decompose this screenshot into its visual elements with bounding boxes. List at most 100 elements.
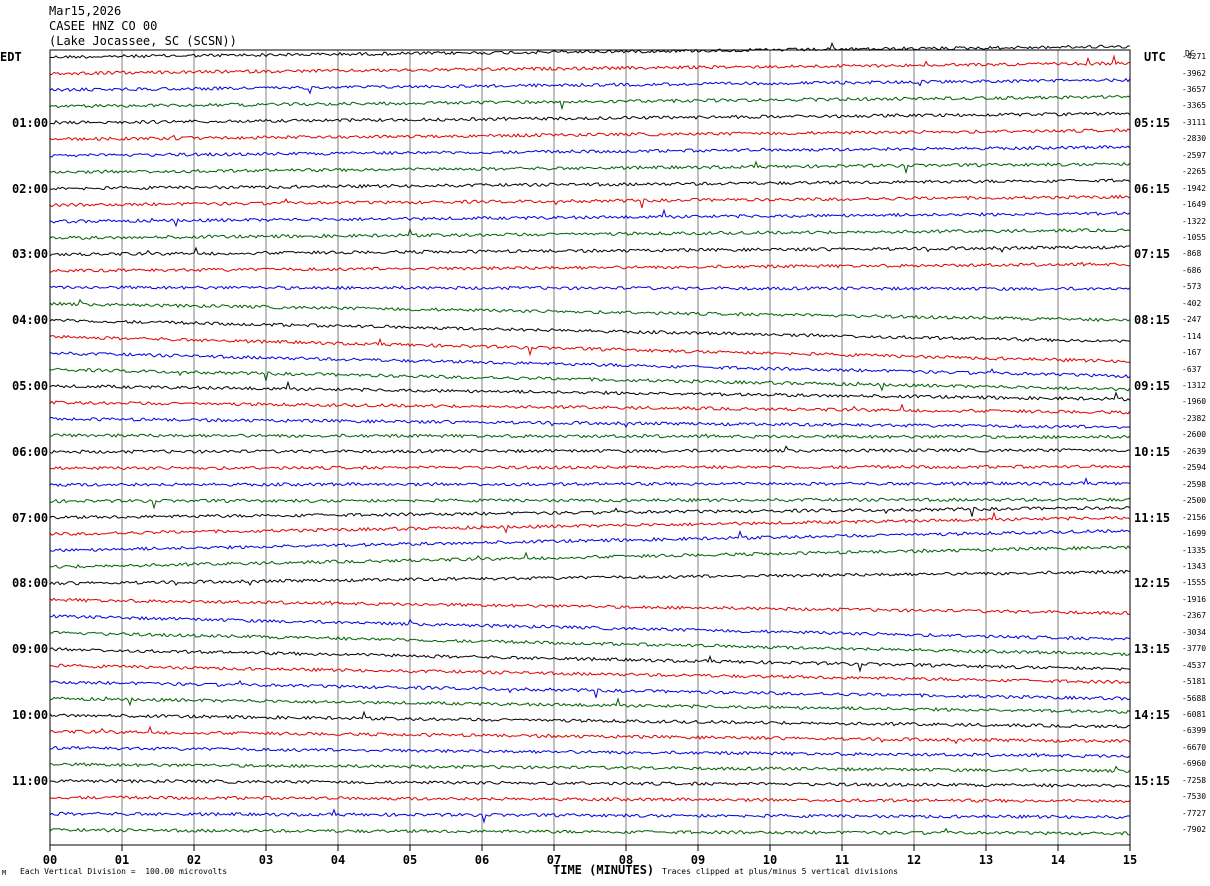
seismic-trace [49,160,1131,175]
seismic-trace [49,245,1131,257]
dc-offset-label: -3365 [1182,101,1207,111]
seismic-trace [49,597,1131,616]
x-tick-label: 11 [834,853,850,867]
left-hour-label: 10:00 [12,708,49,722]
dc-offset-label: -1942 [1182,183,1207,193]
dc-offset-label: -3962 [1182,68,1207,78]
dc-offset-label: -6670 [1182,742,1207,752]
dc-label: DC [1185,49,1195,58]
dc-offset-label: -114 [1182,331,1202,341]
left-hour-label: 04:00 [12,313,49,328]
left-hour-label: 06:00 [12,444,49,459]
location-label: (Lake Jocassee, SC (SCSN)) [49,34,237,48]
dc-offset-label: -6399 [1182,726,1207,736]
dc-offset-label: -6081 [1182,710,1207,719]
right-hour-label: 13:15 [1134,642,1171,657]
seismic-trace [49,380,1131,402]
division-note: Each Vertical Division = 100.00 microvol… [20,867,228,876]
dc-offset-label: -2639 [1182,446,1207,456]
seismic-trace [49,54,1131,76]
right-hour-label: 08:15 [1134,313,1171,328]
station-label: CASEE HNZ CO 00 [49,19,158,33]
x-tick-label: 05 [402,853,418,867]
x-tick-label: 08 [618,853,634,867]
seismic-trace [49,416,1131,430]
seismic-trace [49,285,1131,292]
left-hour-label: 02:00 [12,181,49,196]
x-tick-label: 13 [978,853,994,867]
x-tick-label: 01 [114,853,130,867]
dc-offset-label: -3111 [1182,117,1207,127]
dc-offset-label: -3034 [1182,627,1207,637]
dc-offset-label: -686 [1182,265,1202,275]
dc-offset-label: -2597 [1182,150,1207,160]
seismic-trace [49,128,1131,142]
dc-offset-label: -7530 [1182,792,1207,802]
x-tick-label: 03 [258,853,274,867]
seismic-trace [49,710,1131,729]
right-hour-label: 06:15 [1134,181,1171,196]
right-hour-label: 11:15 [1134,510,1171,525]
dc-offset-label: -637 [1182,364,1202,374]
x-tick-label: 15 [1122,853,1138,867]
dc-offset-label: -1343 [1182,562,1207,571]
dc-offset-label: -2830 [1182,134,1207,144]
seismic-trace [49,795,1131,804]
seismic-trace [49,511,1131,536]
right-hour-label: 15:15 [1134,773,1171,788]
left-hour-label: 05:00 [12,379,49,393]
right-hour-label: 12:15 [1134,576,1171,591]
right-hour-label: 09:15 [1134,379,1171,393]
dc-offset-label: -868 [1182,249,1202,259]
seismic-trace [49,367,1131,392]
seismic-trace [49,745,1131,758]
seismic-trace [49,77,1131,95]
right-hour-label: 14:15 [1134,708,1171,722]
dc-offset-label: -7258 [1182,775,1207,785]
seismic-trace [49,145,1131,158]
seismic-trace [49,298,1131,323]
seismic-trace [49,178,1131,191]
dc-offset-label: -7727 [1182,808,1207,818]
seismic-trace [49,569,1131,587]
dc-offset-label: -3770 [1182,644,1207,654]
minute-gridlines [49,50,1131,845]
x-tick-label: 07 [546,853,562,867]
seismic-trace [49,445,1131,454]
dc-offset-label: -1555 [1182,578,1207,588]
dc-offset-label: -2600 [1182,430,1207,440]
dc-offset-label: -1055 [1182,232,1207,242]
x-tick-label: 04 [330,853,346,867]
seismic-trace [49,227,1131,240]
seismic-trace [49,194,1131,209]
seismic-trace [49,647,1131,673]
seismic-trace [49,762,1131,774]
seismic-trace [49,318,1131,343]
dc-offset-label: -2594 [1182,463,1207,473]
left-hour-label: 08:00 [12,576,49,591]
dc-offset-label: -5181 [1182,677,1207,687]
left-hour-label: 09:00 [12,642,49,657]
seismic-trace [49,505,1131,520]
dc-offset-label: -2500 [1182,496,1207,506]
seismic-trace [49,808,1131,824]
left-hour-label: 03:00 [12,247,49,262]
dc-offset-label: -247 [1182,315,1202,325]
seismic-trace [49,725,1131,745]
seismic-trace [49,679,1131,701]
dc-offset-label: -402 [1182,298,1202,308]
corner-mark: M [2,869,7,877]
seismic-trace [49,400,1131,415]
seismic-trace [49,261,1131,273]
seismic-trace [49,528,1131,553]
dc-offset-label: -1960 [1182,397,1207,407]
dc-offset-label: -7902 [1182,825,1207,835]
left-hour-label: 11:00 [12,773,49,788]
seismic-trace [49,827,1131,836]
seismic-trace [50,497,1131,510]
dc-offset-label: -2382 [1182,413,1207,423]
dc-offset-label: -2265 [1182,167,1207,177]
dc-offset-label: -5688 [1182,693,1207,703]
x-tick-label: 12 [906,853,922,867]
x-tick-label: 09 [690,853,706,867]
